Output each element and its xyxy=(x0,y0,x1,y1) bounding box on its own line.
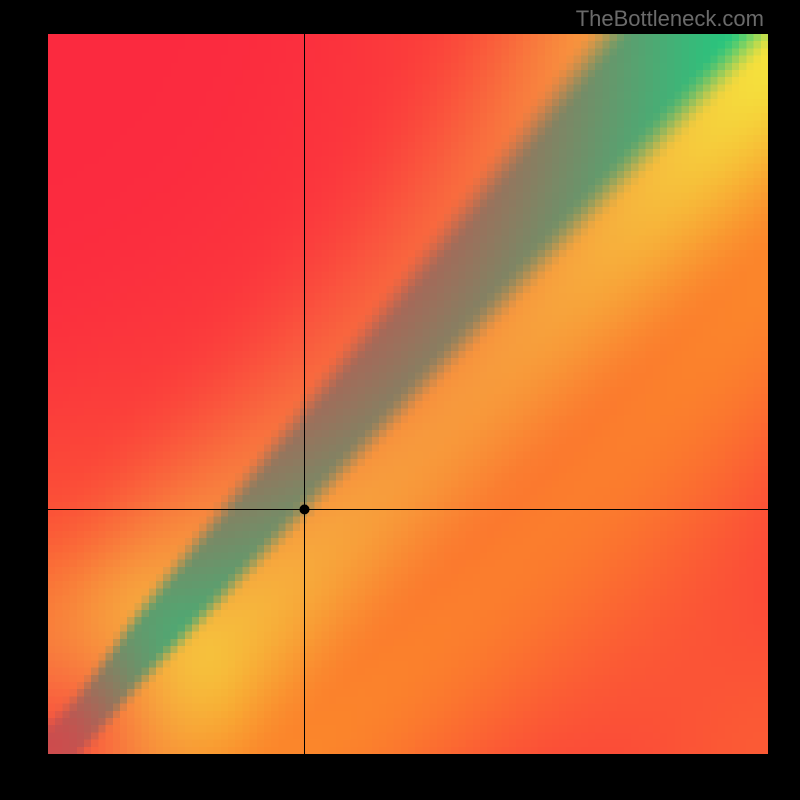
crosshair-overlay xyxy=(48,34,768,754)
watermark-text: TheBottleneck.com xyxy=(576,6,764,32)
chart-container: { "watermark": { "text": "TheBottleneck.… xyxy=(0,0,800,800)
